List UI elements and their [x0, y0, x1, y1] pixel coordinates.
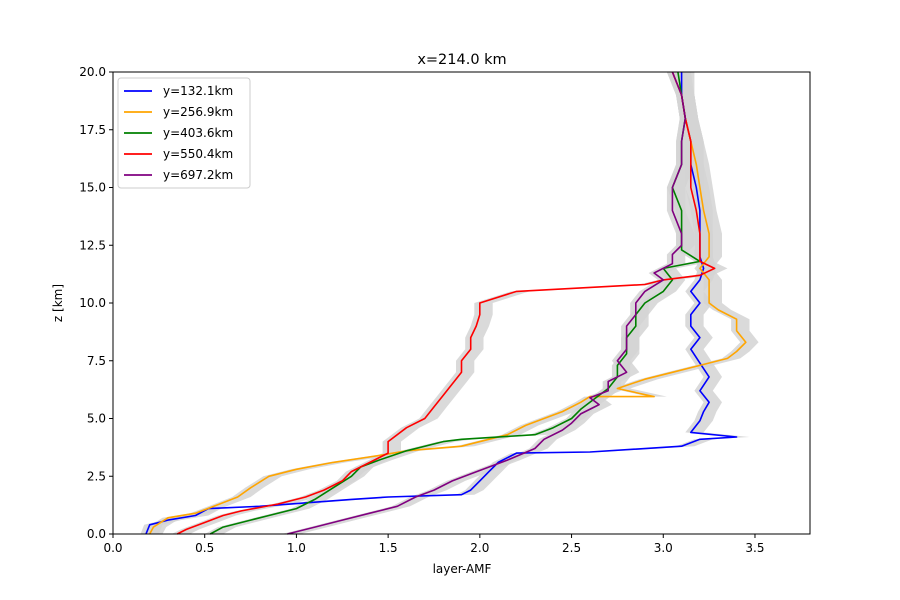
legend: y=132.1km y=256.9km y=403.6km y=550.4km y=69… — [117, 77, 251, 189]
series-line-3 — [209, 71, 701, 535]
x-tick-label: 1.0 — [287, 541, 306, 555]
x-tick-label: 2.0 — [470, 541, 489, 555]
legend-label-4: y=550.4km — [163, 147, 233, 161]
y-tick-label: 7.5 — [87, 354, 106, 368]
x-tick-label: 2.5 — [562, 541, 581, 555]
series-line-5 — [287, 71, 687, 535]
x-axis-ticks: 0.0 0.5 1.0 1.5 2.0 2.5 3.0 3.5 — [103, 534, 765, 555]
y-tick-label: 0.0 — [87, 527, 106, 541]
y-tick-label: 15.0 — [79, 181, 106, 195]
series-line-4 — [176, 71, 716, 535]
y-tick-label: 12.5 — [79, 238, 106, 252]
x-tick-label: 3.0 — [654, 541, 673, 555]
legend-label-5: y=697.2km — [163, 168, 233, 182]
y-tick-label: 2.5 — [87, 469, 106, 483]
y-axis-label: z [km] — [51, 284, 65, 322]
y-tick-label: 17.5 — [79, 123, 106, 137]
legend-label-1: y=132.1km — [163, 84, 233, 98]
x-tick-label: 3.5 — [745, 541, 764, 555]
x-axis-label: layer-AMF — [433, 562, 492, 576]
y-tick-label: 10.0 — [79, 296, 106, 310]
uncertainty-bands — [140, 72, 759, 534]
chart-title: x=214.0 km — [417, 52, 506, 68]
x-tick-label: 0.0 — [103, 541, 122, 555]
y-tick-label: 20.0 — [79, 65, 106, 79]
legend-label-2: y=256.9km — [163, 105, 233, 119]
series-lines — [145, 71, 747, 535]
legend-label-3: y=403.6km — [163, 126, 233, 140]
x-tick-label: 1.5 — [379, 541, 398, 555]
x-tick-label: 0.5 — [195, 541, 214, 555]
series-line-2 — [148, 71, 747, 535]
y-axis-ticks: 0.0 2.5 5.0 7.5 10.0 12.5 15.0 17.5 20.0 — [79, 65, 113, 541]
legend-box — [117, 77, 251, 189]
y-tick-label: 5.0 — [87, 412, 106, 426]
